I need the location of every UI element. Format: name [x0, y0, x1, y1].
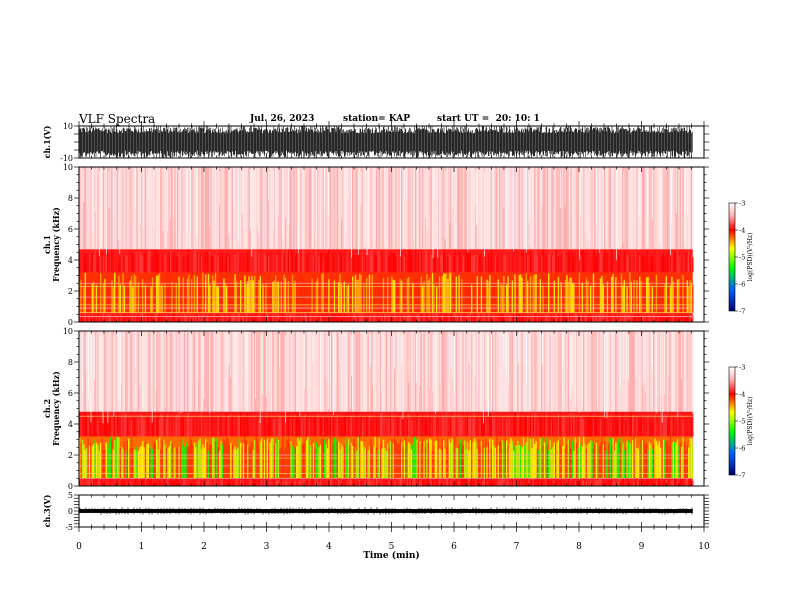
s1-ytick-label: 10	[63, 163, 73, 172]
colorbar-tick-label: -6	[739, 445, 745, 453]
xtick-label: 3	[264, 542, 270, 552]
ch2-colorbar-label: log(PSD)(V²/Hz)	[747, 397, 754, 446]
xtick-label: 1	[139, 542, 145, 552]
figure-title: VLF Spectra	[79, 112, 156, 126]
station-label: station= KAP	[343, 114, 411, 124]
ch1-waveform-line	[79, 126, 693, 158]
s2-ytick-label: 2	[68, 451, 73, 460]
s1-ytick-label: 6	[68, 225, 73, 234]
s2-band-texture-3	[79, 331, 694, 412]
ch2-colorbar: -3 -4 -5 -6 -7 log(PSD)(V²/Hz)	[728, 364, 754, 480]
x-axis-label: Time (min)	[363, 550, 420, 561]
ch1-ytick-label: -10	[60, 154, 73, 163]
xtick-label: 7	[514, 542, 520, 552]
colorbar-tick-label: -3	[739, 364, 745, 372]
ch3-ytick-label: 0	[68, 507, 73, 516]
ch1-colorbar: -3 -4 -5 -6 -7 log(PSD)(V²/Hz)	[728, 200, 754, 316]
ch3-ytick-label: 5	[68, 491, 73, 500]
axis-ticks	[74, 121, 709, 532]
xtick-label: 6	[451, 542, 457, 552]
ch1-ytick-label: 10	[63, 122, 73, 131]
colorbar-tick-label: -5	[739, 418, 745, 426]
date-label: Jul. 26, 2023	[250, 114, 315, 124]
s1-ylabel: ch.1Frequency (kHz)	[42, 207, 61, 282]
colorbar-tick-label: -7	[739, 472, 745, 480]
s2-ytick-label: 8	[68, 358, 73, 367]
colorbar-tick-label: -4	[739, 227, 745, 235]
s2-ytick-label: 4	[68, 420, 73, 429]
s1-ytick-label: 4	[68, 256, 73, 265]
start-time-label: start UT = 20: 10: 1	[437, 114, 540, 124]
ch3-ytick-label: -5	[65, 523, 73, 532]
ch1-colorbar-ticks: -3 -4 -5 -6 -7	[735, 200, 745, 316]
xtick-label: 4	[326, 542, 332, 552]
ch3-waveform-trace	[79, 507, 693, 515]
xtick-label: 5	[389, 542, 395, 552]
s2-band-texture-2	[79, 411, 694, 437]
colorbar-tick-label: -7	[739, 308, 745, 316]
colorbar-tick-label: -6	[739, 281, 745, 289]
colorbar-tick-label: -4	[739, 391, 745, 399]
ch1-colorbar-label: log(PSD)(V²/Hz)	[747, 233, 754, 282]
s1-ytick-label: 0	[68, 318, 73, 327]
ch1-ylabel: ch.1(V)	[42, 125, 52, 158]
s1-band-texture-3	[79, 167, 694, 250]
ch2-spectrogram-panel	[78, 330, 705, 487]
s1-ytick-label: 2	[68, 287, 73, 296]
xtick-label: 10	[698, 542, 710, 552]
s2-ylabel: ch.2Frequency (kHz)	[42, 371, 61, 446]
colorbar-tick-label: -3	[739, 200, 745, 208]
xtick-label: 8	[576, 542, 582, 552]
s1-band-texture-2	[79, 249, 694, 273]
s1-ylabel-line-1: Frequency (kHz)	[51, 207, 61, 282]
ch2-colorbar-ticks: -3 -4 -5 -6 -7	[735, 364, 745, 480]
ch2-colorbar-gradient	[728, 366, 736, 476]
colorbar-tick-label: -5	[739, 254, 745, 262]
ch2-spectrogram-image	[78, 331, 694, 486]
s1-white-streaks	[83, 167, 688, 260]
xtick-label: 9	[639, 542, 645, 552]
xtick-label: 0	[76, 542, 82, 552]
ch1-colorbar-gradient	[728, 202, 736, 312]
ch1-spectrogram-panel	[78, 166, 705, 323]
s2-ylabel-line-0: ch.2	[42, 399, 52, 418]
s2-ytick-label: 6	[68, 389, 73, 398]
s2-ytick-label: 10	[63, 327, 73, 336]
s1-ytick-label: 8	[68, 194, 73, 203]
ch1-spectrogram-image	[79, 167, 694, 322]
s2-ylabel-line-1: Frequency (kHz)	[51, 371, 61, 446]
ch3-ylabel: ch.3(V)	[42, 494, 52, 527]
ch1-waveform-trace	[79, 126, 693, 158]
s1-ylabel-line-0: ch.1	[42, 235, 52, 254]
s2-ytick-label: 0	[68, 482, 73, 491]
ch3-waveform-jitter	[79, 507, 693, 515]
s2-band-texture-0	[79, 478, 694, 486]
xtick-label: 2	[201, 542, 207, 552]
s1-band-texture-0	[79, 312, 694, 322]
